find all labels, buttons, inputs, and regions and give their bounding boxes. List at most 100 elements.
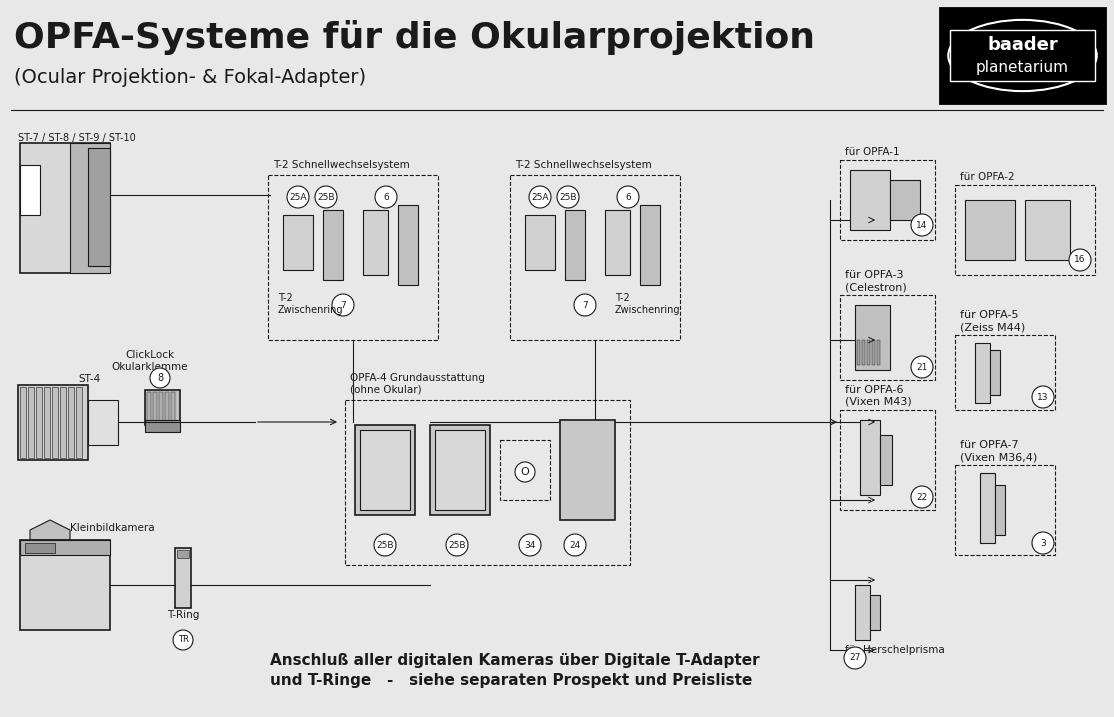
Bar — [510, 175, 680, 340]
Bar — [955, 465, 1055, 555]
Polygon shape — [30, 520, 70, 540]
Text: 7: 7 — [583, 300, 588, 310]
Text: 13: 13 — [1037, 392, 1048, 402]
Bar — [850, 170, 890, 230]
Bar — [145, 420, 180, 432]
Text: 7: 7 — [340, 300, 345, 310]
Text: T-2 Schnellwechselsystem: T-2 Schnellwechselsystem — [515, 160, 652, 170]
Text: baader: baader — [987, 37, 1058, 54]
Text: 24: 24 — [569, 541, 580, 549]
Bar — [880, 435, 892, 485]
Bar — [43, 387, 50, 458]
Bar — [360, 430, 410, 510]
Circle shape — [315, 186, 338, 208]
Text: 14: 14 — [917, 221, 928, 229]
Circle shape — [375, 186, 397, 208]
Bar — [856, 305, 890, 370]
Bar — [153, 392, 157, 422]
Text: 8: 8 — [157, 373, 163, 383]
Circle shape — [1032, 532, 1054, 554]
Bar — [430, 425, 490, 515]
Bar — [345, 400, 631, 565]
Bar — [641, 205, 659, 285]
Circle shape — [617, 186, 639, 208]
Bar — [860, 420, 880, 495]
Bar — [70, 143, 110, 273]
Text: OPFA-Systeme für die Okularprojektion: OPFA-Systeme für die Okularprojektion — [14, 20, 815, 55]
Circle shape — [446, 534, 468, 556]
Text: ST-4: ST-4 — [78, 374, 100, 384]
Circle shape — [332, 294, 354, 316]
Bar — [172, 392, 175, 422]
Text: 27: 27 — [849, 653, 861, 663]
Text: für OPFA-1: für OPFA-1 — [846, 147, 900, 157]
Bar — [840, 160, 935, 240]
Text: 34: 34 — [525, 541, 536, 549]
Text: 25B: 25B — [448, 541, 466, 549]
Text: T-2
Zwischenring: T-2 Zwischenring — [615, 293, 681, 315]
Circle shape — [911, 486, 934, 508]
Bar — [88, 400, 118, 445]
Bar — [940, 8, 1105, 103]
Text: (Ocular Projektion- & Fokal-Adapter): (Ocular Projektion- & Fokal-Adapter) — [14, 68, 367, 87]
Bar — [1025, 200, 1071, 260]
Text: 25B: 25B — [377, 541, 393, 549]
Bar — [990, 350, 1000, 395]
Text: 25B: 25B — [317, 192, 334, 201]
Bar — [872, 340, 874, 365]
Bar — [20, 143, 110, 273]
Circle shape — [150, 368, 170, 388]
Text: 6: 6 — [625, 192, 631, 201]
Bar — [605, 210, 631, 275]
Bar — [25, 543, 55, 553]
Text: 25A: 25A — [531, 192, 549, 201]
Text: TR: TR — [177, 635, 188, 645]
Text: ST-7 / ST-8 / ST-9 / ST-10: ST-7 / ST-8 / ST-9 / ST-10 — [18, 133, 136, 143]
Bar — [975, 343, 990, 403]
Text: O: O — [520, 467, 529, 477]
Bar — [355, 425, 416, 515]
Circle shape — [911, 214, 934, 236]
Bar — [20, 165, 40, 215]
Bar — [18, 385, 88, 460]
Circle shape — [519, 534, 541, 556]
Bar — [565, 210, 585, 280]
Text: 25B: 25B — [559, 192, 577, 201]
Bar — [268, 175, 438, 340]
Bar — [955, 335, 1055, 410]
Bar — [68, 387, 74, 458]
Circle shape — [515, 462, 535, 482]
Bar — [950, 30, 1095, 81]
Bar — [323, 210, 343, 280]
Circle shape — [557, 186, 579, 208]
Text: ClickLock
Okularklemme: ClickLock Okularklemme — [111, 350, 188, 371]
Circle shape — [529, 186, 551, 208]
Bar — [20, 540, 110, 555]
Bar — [856, 585, 870, 640]
Circle shape — [173, 630, 193, 650]
Bar — [862, 340, 864, 365]
Text: planetarium: planetarium — [976, 60, 1069, 75]
Text: 3: 3 — [1040, 538, 1046, 548]
Circle shape — [287, 186, 309, 208]
Text: für OPFA-5
(Zeiss M44): für OPFA-5 (Zeiss M44) — [960, 310, 1025, 332]
Circle shape — [564, 534, 586, 556]
Text: T-2
Zwischenring: T-2 Zwischenring — [278, 293, 343, 315]
Text: für OPFA-3
(Celestron): für OPFA-3 (Celestron) — [846, 270, 907, 292]
Bar — [20, 387, 26, 458]
Circle shape — [911, 356, 934, 378]
Text: 16: 16 — [1074, 255, 1086, 265]
Bar — [840, 410, 935, 510]
Text: und T-Ringe   -   siehe separaten Prospekt und Preisliste: und T-Ringe - siehe separaten Prospekt u… — [270, 673, 752, 688]
Bar — [867, 340, 870, 365]
Text: T-Ring: T-Ring — [167, 610, 199, 620]
Text: 6: 6 — [383, 192, 389, 201]
Bar — [995, 485, 1005, 535]
Bar — [177, 550, 189, 558]
Circle shape — [574, 294, 596, 316]
Bar — [60, 387, 66, 458]
Bar — [52, 387, 58, 458]
Text: für OPFA-7
(Vixen M36,4): für OPFA-7 (Vixen M36,4) — [960, 440, 1037, 462]
Bar — [175, 548, 190, 608]
Text: für OPFA-2: für OPFA-2 — [960, 172, 1015, 182]
